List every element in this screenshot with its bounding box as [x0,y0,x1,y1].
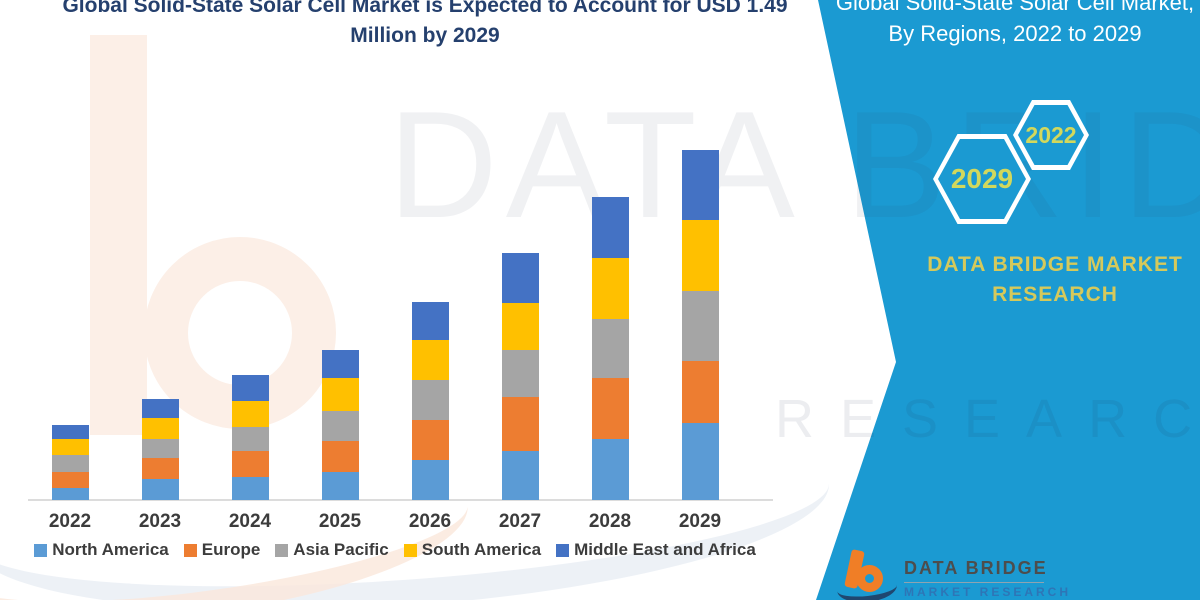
segment-asia-pacific-2022[interactable] [51,455,89,472]
bar-2029[interactable] [681,149,719,500]
x-axis-label-2028: 2028 [588,511,632,532]
x-axis-label-2022: 2022 [48,511,92,532]
footer-logo-sub: MARKET RESEARCH [904,585,1072,599]
segment-asia-pacific-2029[interactable] [681,290,719,362]
legend-item-europe[interactable]: Europe [183,540,261,560]
segment-south-america-2022[interactable] [51,438,89,456]
legend-swatch-icon [403,543,417,557]
x-axis-label-2023: 2023 [138,511,182,532]
x-axis-label-2029: 2029 [678,511,722,532]
chart-title: Global Solid-State Solar Cell Market is … [10,0,840,51]
hexagon-2022-fill [1018,105,1084,165]
bar-2023[interactable] [141,399,179,500]
segment-north-america-2022[interactable] [51,488,89,500]
x-axis-label-2026: 2026 [408,511,452,532]
legend-label: Europe [201,540,261,559]
segment-europe-2029[interactable] [681,361,719,423]
segment-middle-east-and-africa-2026[interactable] [411,302,449,340]
segment-asia-pacific-2024[interactable] [231,427,269,451]
segment-north-america-2026[interactable] [411,460,449,500]
segment-north-america-2029[interactable] [681,422,719,500]
segment-north-america-2027[interactable] [501,450,539,500]
legend: North America Europe Asia Pacific South Ame… [0,540,790,560]
segment-middle-east-and-africa-2028[interactable] [591,196,629,258]
segment-middle-east-and-africa-2024[interactable] [231,375,269,402]
legend-item-south-america[interactable]: South America [403,540,542,560]
segment-europe-2022[interactable] [51,471,89,489]
hexagon-2022-label: 2022 [1025,121,1077,148]
legend-swatch-icon [34,543,48,557]
chart-title-line1: Global Solid-State Solar Cell Market is … [62,0,788,17]
legend-item-middle-east-and-africa[interactable]: Middle East and Africa [556,540,756,560]
bar-2024[interactable] [231,375,269,500]
bar-2022[interactable] [51,424,89,500]
segment-south-america-2027[interactable] [501,302,539,350]
legend-item-asia-pacific[interactable]: Asia Pacific [275,540,389,560]
segment-europe-2024[interactable] [231,450,269,477]
segment-south-america-2023[interactable] [141,417,179,440]
x-axis-label-2025: 2025 [318,511,362,532]
segment-middle-east-and-africa-2025[interactable] [321,349,359,378]
segment-south-america-2029[interactable] [681,220,719,291]
hexagon-2029-label: 2029 [950,163,1014,194]
footer-logo: DATA BRIDGE MARKET RESEARCH [835,548,1071,600]
footer-logo-divider [904,582,1044,583]
x-axis-line [28,499,773,501]
segment-europe-2027[interactable] [501,396,539,451]
x-axis-label-2027: 2027 [498,511,542,532]
plot-area: 2022 2023 2024 2025 2026 2027 2028 2029 [28,149,773,532]
segment-asia-pacific-2028[interactable] [591,319,629,378]
segment-south-america-2024[interactable] [231,401,269,428]
x-axis-label-2024: 2024 [228,511,272,532]
segment-europe-2025[interactable] [321,441,359,472]
segment-europe-2026[interactable] [411,420,449,460]
legend-label: South America [421,540,542,559]
legend-swatch-icon [275,543,289,557]
segment-europe-2028[interactable] [591,377,629,439]
hexagon-2029-fill [938,139,1026,219]
legend-swatch-icon [556,543,570,557]
footer-logo-name: DATA BRIDGE [904,558,1048,578]
bar-2028[interactable] [591,196,629,500]
segment-north-america-2028[interactable] [591,438,629,500]
segment-middle-east-and-africa-2022[interactable] [51,424,89,439]
segment-asia-pacific-2025[interactable] [321,410,359,442]
segment-south-america-2026[interactable] [411,340,449,380]
legend-item-north-america[interactable]: North America [34,540,169,560]
segment-south-america-2025[interactable] [321,377,359,411]
brand-text-line2: RESEARCH [992,283,1118,306]
segment-north-america-2025[interactable] [321,471,359,500]
segment-south-america-2028[interactable] [591,257,629,320]
brand-text: DATA BRIDGE MARKET RESEARCH [920,250,1190,310]
panel-title: Global Solid-State Solar Cell Market, By… [835,0,1195,46]
bar-2025[interactable] [321,349,359,500]
segment-asia-pacific-2023[interactable] [141,439,179,458]
legend-label: Middle East and Africa [574,540,756,559]
segment-north-america-2023[interactable] [141,478,179,500]
segment-middle-east-and-africa-2027[interactable] [501,253,539,303]
segment-asia-pacific-2026[interactable] [411,380,449,420]
brand-text-line1: DATA BRIDGE MARKET [927,253,1183,276]
footer-logo-text: DATA BRIDGE MARKET RESEARCH [904,558,1071,599]
bar-2026[interactable] [411,302,449,500]
watermark-text-research: RESEARCH [775,389,1200,449]
legend-label: North America [52,540,169,559]
b-watermark-stem [90,35,147,435]
segment-europe-2023[interactable] [141,457,179,479]
logo-b-bowl [856,565,883,592]
segment-asia-pacific-2027[interactable] [501,349,539,397]
legend-label: Asia Pacific [293,540,389,559]
chart-title-line2: Million by 2029 [350,24,500,47]
segment-middle-east-and-africa-2029[interactable] [681,149,719,221]
data-bridge-logo-icon [835,548,899,600]
bar-2027[interactable] [501,253,539,500]
segment-middle-east-and-africa-2023[interactable] [141,399,179,418]
legend-swatch-icon [183,543,197,557]
segment-north-america-2024[interactable] [231,476,269,500]
